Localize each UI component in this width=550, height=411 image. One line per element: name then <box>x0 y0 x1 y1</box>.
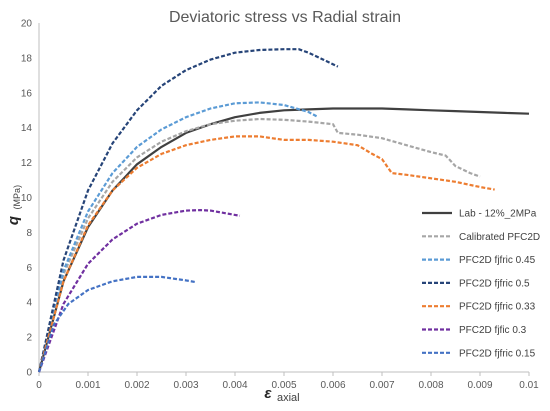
legend: Lab - 12%_2MPa Calibrated PFC2D PFC2D fjfr… <box>422 209 540 359</box>
x-tick-label: 0.01 <box>519 380 539 391</box>
y-tick-labels: 0 2 4 6 8 10 12 14 16 18 20 <box>21 19 33 379</box>
chart-title: Deviatoric stress vs Radial strain <box>169 9 401 26</box>
x-tick-label: 0.004 <box>222 380 247 391</box>
x-tick-label: 0.005 <box>271 380 296 391</box>
legend-entry: PFC2D fjfric 0.5 <box>459 278 530 289</box>
y-tick-label: 14 <box>21 123 33 134</box>
y-tick-label: 0 <box>26 368 32 379</box>
x-axis-label: ε axial <box>264 385 299 404</box>
legend-entry: PFC2D fjfric 0.45 <box>459 255 536 266</box>
series-line-3 <box>37 101 319 373</box>
series-line-7 <box>37 275 196 373</box>
x-tick-label: 0.003 <box>173 380 198 391</box>
y-tick-label: 6 <box>26 263 32 274</box>
y-axis-label-sub: (MPa) <box>12 185 22 210</box>
legend-entry: PFC2D fjfic 0.3 <box>459 325 527 336</box>
series-line-1 <box>37 107 530 373</box>
legend-entry: Calibrated PFC2D <box>459 232 540 243</box>
x-tick-label: 0.009 <box>467 380 492 391</box>
x-tick-label: 0 <box>36 380 42 391</box>
x-tick-label: 0.001 <box>75 380 100 391</box>
series-line-5 <box>37 135 495 373</box>
y-tick-label: 20 <box>21 19 33 30</box>
y-tick-label: 16 <box>21 88 33 99</box>
series-line-2 <box>37 117 481 373</box>
y-tick-label: 12 <box>21 158 33 169</box>
legend-entry: PFC2D fjfric 0.33 <box>459 302 536 313</box>
x-axis-label-main: ε <box>264 385 272 402</box>
x-tick-labels: 0 0.001 0.002 0.003 0.004 0.005 0.006 0.007 0.00… <box>36 372 539 391</box>
x-tick-label: 0.002 <box>124 380 149 391</box>
y-tick-label: 18 <box>21 53 33 64</box>
series-line-6 <box>37 209 241 373</box>
y-axis-label: q (MPa) <box>5 185 22 225</box>
legend-entry: Lab - 12%_2MPa <box>459 209 537 220</box>
series-line-4 <box>37 48 339 373</box>
x-tick-label: 0.008 <box>418 380 443 391</box>
legend-entry: PFC2D fjfric 0.15 <box>459 348 536 359</box>
y-axis-label-main: q <box>5 216 22 225</box>
axes <box>38 23 529 373</box>
x-tick-label: 0.006 <box>320 380 345 391</box>
y-tick-label: 2 <box>26 333 32 344</box>
svg-text:q (MPa): q (MPa) <box>5 185 22 225</box>
series-group <box>37 48 530 373</box>
svg-text:ε axial: ε axial <box>264 385 299 404</box>
y-tick-label: 10 <box>21 193 33 204</box>
y-tick-label: 8 <box>26 228 32 239</box>
x-axis-label-sub: axial <box>277 392 300 404</box>
x-tick-label: 0.007 <box>369 380 394 391</box>
y-tick-label: 4 <box>26 298 32 309</box>
